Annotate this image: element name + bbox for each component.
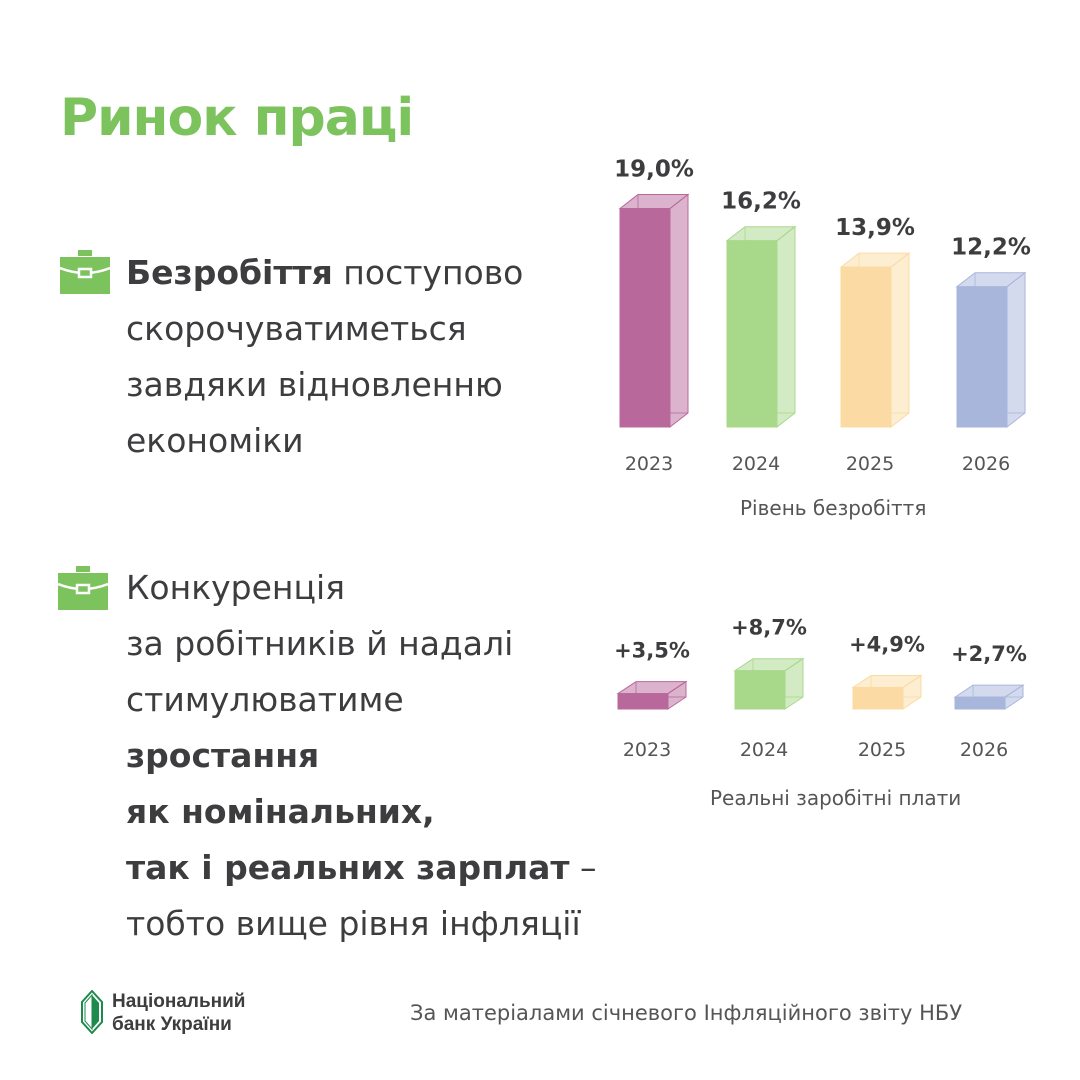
bar-2024 — [734, 670, 786, 710]
data-label: 12,2% — [951, 235, 1031, 261]
logo-line: банк України — [112, 1014, 232, 1035]
text-dash: – — [569, 848, 597, 887]
data-label: +2,7% — [951, 642, 1027, 666]
tick-label: 2023 — [623, 739, 671, 761]
tick-label: 2025 — [846, 453, 894, 475]
text-line: скорочуватиметься — [126, 309, 467, 348]
bar-2023 — [617, 693, 669, 710]
data-label: +8,7% — [731, 616, 807, 640]
bar-2026 — [954, 696, 1006, 710]
text-line: економіки — [126, 421, 304, 460]
text-line: Конкуренція — [126, 568, 345, 607]
data-label: +3,5% — [614, 639, 690, 663]
data-label: 16,2% — [721, 189, 801, 215]
chart2-title: Реальні заробітні плати — [710, 786, 962, 810]
page-title: Ринок праці — [60, 88, 414, 148]
nbu-logo-text: Національний банк України — [112, 990, 245, 1036]
text-line: поступово — [332, 253, 524, 292]
data-label: 13,9% — [835, 215, 915, 241]
bar-2025 — [852, 686, 904, 710]
data-label: +4,9% — [849, 632, 925, 656]
unemployment-bold: Безробіття — [126, 253, 333, 292]
wages-text: Конкуренція за робітників й надалі стиму… — [126, 560, 597, 952]
chart1-title: Рівень безробіття — [740, 496, 927, 520]
bar-2025 — [840, 266, 892, 428]
bar-2026 — [956, 286, 1008, 428]
tick-label: 2024 — [732, 453, 780, 475]
bar-2023 — [619, 208, 671, 428]
logo-line: Національний — [112, 991, 246, 1012]
bar-side — [776, 225, 796, 429]
data-label: 19,0% — [614, 157, 694, 183]
tick-label: 2025 — [858, 739, 906, 761]
bar-2024 — [726, 240, 778, 428]
briefcase-icon — [60, 250, 110, 294]
unemployment-text: Безробіття поступово скорочуватиметься з… — [126, 245, 523, 469]
text-line: за робітників й надалі — [126, 624, 514, 663]
tick-label: 2026 — [962, 453, 1010, 475]
briefcase-icon — [58, 566, 108, 610]
text-bold: зростання — [126, 736, 320, 775]
bar-side — [669, 193, 689, 429]
tick-label: 2026 — [960, 739, 1008, 761]
source-note: За матеріалами січневого Інфляційного зв… — [410, 1001, 963, 1025]
tick-label: 2024 — [740, 739, 788, 761]
text-line: тобто вище рівня інфляції — [126, 904, 581, 943]
text-line: стимулюватиме — [126, 680, 404, 719]
text-bold: так і реальних зарплат — [126, 848, 570, 887]
text-bold: як номінальних, — [126, 792, 435, 831]
bar-side — [890, 252, 910, 429]
text-line: завдяки відновленню — [126, 365, 503, 404]
tick-label: 2023 — [625, 453, 673, 475]
bar-side — [1006, 271, 1026, 429]
